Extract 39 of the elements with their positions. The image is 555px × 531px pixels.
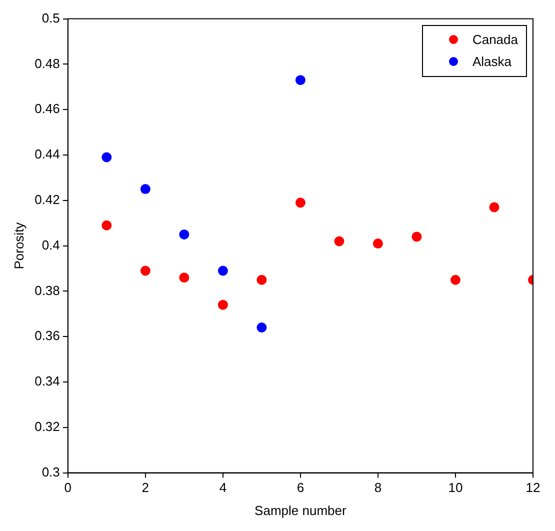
x-tick-label: 12 <box>526 480 540 496</box>
y-tick-label: 0.34 <box>34 374 60 389</box>
x-tick-label: 4 <box>219 480 227 496</box>
y-tick-label: 0.32 <box>34 418 60 434</box>
point <box>218 266 228 276</box>
point <box>334 236 344 246</box>
x-axis-title: Sample number <box>254 502 347 518</box>
point <box>102 220 112 230</box>
point <box>412 232 422 242</box>
point <box>295 75 306 86</box>
point <box>256 274 267 285</box>
point <box>179 272 190 283</box>
point <box>140 266 150 276</box>
point <box>372 238 383 249</box>
x-tick-label: 2 <box>142 480 150 496</box>
x-tick-label: 10 <box>448 480 463 496</box>
point <box>489 202 500 212</box>
point <box>140 184 150 194</box>
point <box>218 300 228 310</box>
y-tick-label: 0.42 <box>34 192 60 207</box>
point <box>450 274 460 285</box>
y-tick-label: 0.4 <box>42 237 60 252</box>
legend-label: Alaska <box>472 52 512 71</box>
legend-label: Canada <box>472 30 518 49</box>
x-tick-label: 0 <box>64 480 72 496</box>
point <box>179 229 190 240</box>
y-axis-title: Porosity <box>11 222 26 270</box>
point <box>295 198 306 208</box>
x-tick-label: 6 <box>296 480 304 496</box>
point <box>256 322 267 333</box>
y-tick-label: 0.5 <box>42 10 60 26</box>
point <box>102 152 112 162</box>
y-tick-label: 0.38 <box>34 282 60 298</box>
y-tick-label: 0.3 <box>42 464 60 480</box>
x-tick-label: 8 <box>374 480 382 496</box>
y-tick-label: 0.44 <box>34 146 60 162</box>
y-tick-label: 0.48 <box>34 56 60 71</box>
y-tick-label: 0.36 <box>34 328 60 344</box>
y-tick-label: 0.46 <box>34 101 60 116</box>
